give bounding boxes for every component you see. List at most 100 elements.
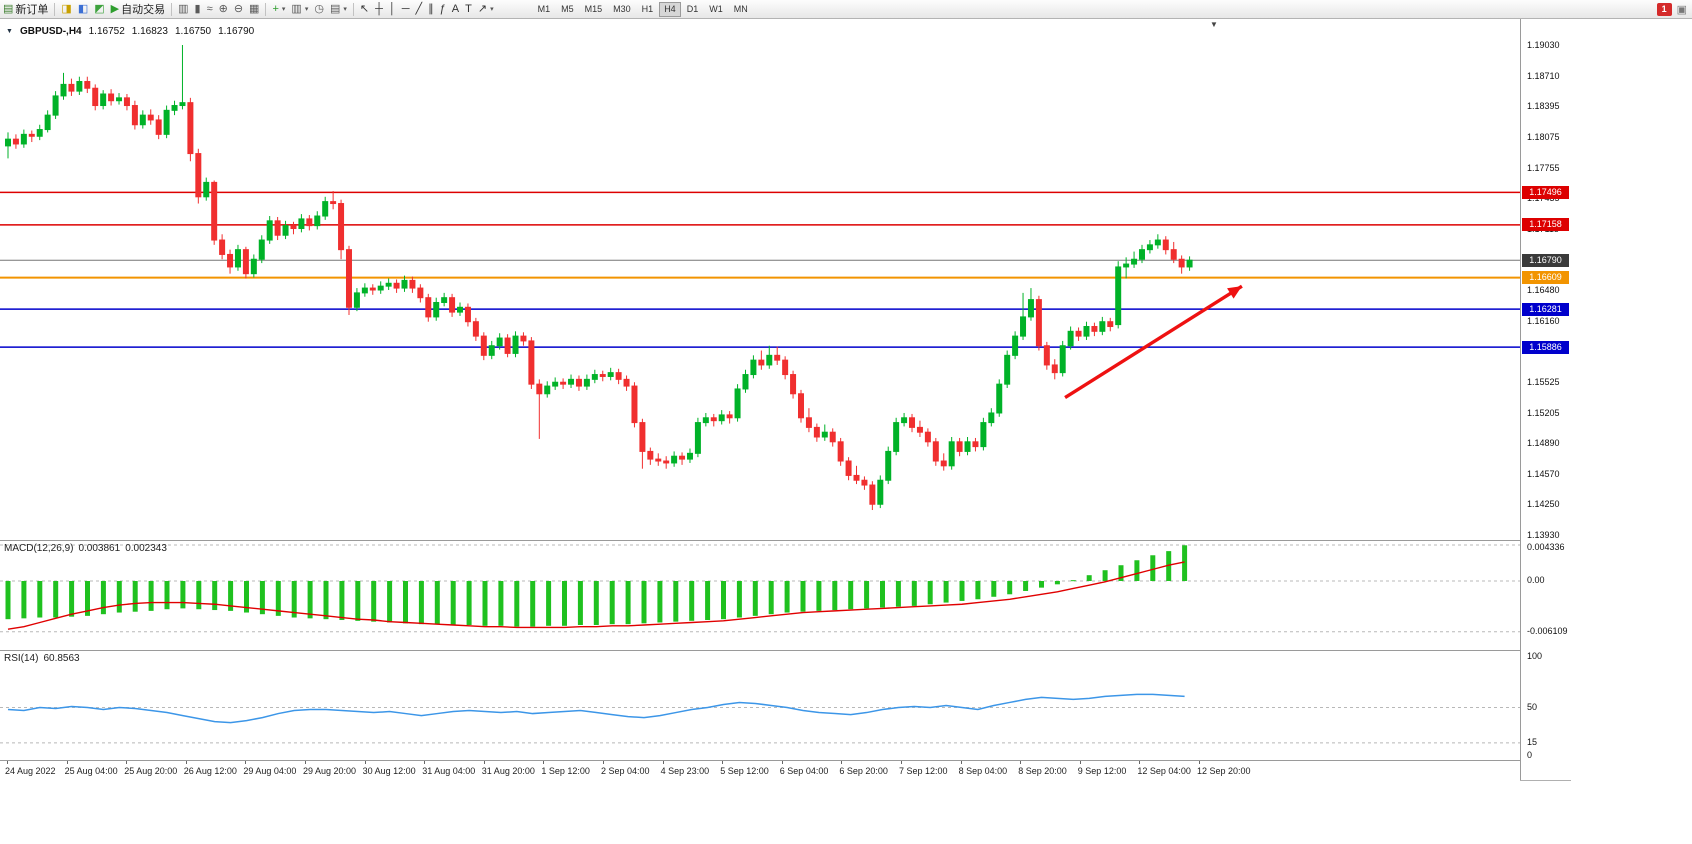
timeframe-button-H4[interactable]: H4 (659, 1, 681, 17)
chevron-down-icon[interactable]: ▾ (343, 6, 347, 13)
price-level-box: 1.17158 (1522, 218, 1569, 232)
zoom-in-icon[interactable]: ⊕ (216, 1, 231, 17)
candle-body (234, 249, 241, 268)
timeframe-button-D1[interactable]: D1 (686, 3, 699, 14)
candle-body (1178, 258, 1185, 268)
chart-window[interactable]: ▼ GBPUSD-,H4 1.16752 1.16823 1.16750 1.1… (0, 18, 1571, 781)
candle-body (266, 220, 273, 241)
macd-pane[interactable]: MACD(12,26,9) 0.003861 0.002343 (0, 540, 1520, 651)
rsi-pane[interactable]: RSI(14) 60.8563 (0, 650, 1520, 761)
candle-body (52, 95, 59, 116)
candle-body (544, 385, 551, 395)
candle-body (988, 412, 995, 424)
open-value: 1.16752 (88, 26, 125, 37)
candle-body (591, 374, 598, 380)
label-icon[interactable]: T (462, 1, 475, 17)
chart-shift-marker[interactable]: ▼ (1210, 20, 1218, 29)
metaeditor-icon[interactable]: ◩ (91, 1, 107, 17)
zoom-out-icon[interactable]: ⊖ (231, 1, 246, 17)
time-tick (781, 761, 783, 764)
templates-icon[interactable]: ▤ ▾ (327, 1, 350, 17)
macd-histogram-bar (848, 581, 854, 610)
bar-chart-icon[interactable]: ▥ (175, 1, 191, 17)
price-tick: 1.15525 (1527, 376, 1560, 387)
rsi-canvas[interactable] (0, 651, 1520, 761)
clock-icon[interactable]: ◷ (311, 1, 327, 17)
macd-histogram-bar (403, 581, 408, 624)
candle-body (171, 105, 178, 111)
trend-arrow[interactable] (1064, 284, 1243, 400)
candle-body (512, 335, 519, 354)
time-axis[interactable]: 24 Aug 2022 25 Aug 04:00 25 Aug 20:00 26 Au… (0, 760, 1520, 781)
timeframe-button-M1[interactable]: M1 (537, 3, 551, 14)
candle-body (568, 378, 575, 385)
timeframe-button-H1[interactable]: H1 (641, 3, 654, 14)
timeframe-button-M15[interactable]: M15 (584, 3, 603, 14)
indicators-icon[interactable]: + ▾ (269, 1, 288, 17)
candle-body (861, 479, 868, 486)
toolbar-separator (171, 2, 173, 16)
timeframe-button-MN[interactable]: MN (733, 3, 748, 14)
rsi-axis-label: 50 (1527, 701, 1538, 712)
time-tick (841, 761, 843, 764)
channel-icon: ∥ (428, 3, 434, 15)
timeframe-button-W1[interactable]: W1 (709, 3, 723, 14)
macd-histogram-bar (387, 581, 393, 623)
price-tick: 1.18710 (1527, 70, 1560, 81)
timeframe-button-M5[interactable]: M5 (561, 3, 574, 14)
time-tick (364, 761, 366, 764)
macd-histogram-bar (307, 581, 313, 619)
time-tick (1139, 761, 1141, 764)
candlestick-chart-icon[interactable]: ▮ (192, 1, 204, 17)
templates-icon: ▤ (329, 3, 341, 15)
price-level-box: 1.16609 (1522, 271, 1569, 285)
notifications-badge[interactable]: 1 (1656, 2, 1672, 16)
terminal-icon[interactable]: ◨ (58, 1, 74, 17)
text-icon[interactable]: A (449, 1, 462, 17)
timeframe-button-M30[interactable]: M30 (613, 3, 631, 14)
new-order-button[interactable]: ▤ 新订单 (0, 1, 51, 17)
arrows-icon[interactable]: ↗ ▾ (475, 1, 497, 17)
periods-icon: ▥ (291, 3, 302, 15)
strategy-tester-icon[interactable]: ◧ (75, 1, 91, 17)
candle-body (361, 287, 368, 294)
fibonacci-icon[interactable]: ƒ (437, 1, 449, 17)
autotrading-button[interactable]: ▶ 自动交易 (108, 1, 168, 17)
cursor-icon[interactable]: ↖ (357, 1, 372, 17)
line-chart-icon[interactable]: ≈ (204, 1, 216, 17)
candle-body (679, 455, 686, 460)
symbol-collapse-icon[interactable]: ▼ (6, 28, 13, 35)
tile-windows-icon[interactable]: ▦ (246, 1, 262, 17)
periods-icon[interactable]: ▥ ▾ (288, 1, 311, 17)
vertical-line-icon[interactable]: │ (386, 1, 399, 17)
price-axis[interactable]: 1.19030 1.18710 1.18395 1.18075 1.17755 1.174… (1520, 18, 1571, 780)
strategy-tester-icon: ◧ (77, 3, 89, 15)
candle-body (345, 249, 352, 308)
time-tick (1079, 761, 1081, 764)
crosshair-icon[interactable]: ┼ (372, 1, 386, 17)
macd-histogram-bar (752, 581, 758, 616)
candle-body (758, 359, 765, 366)
candle-body (909, 417, 916, 428)
chevron-down-icon[interactable]: ▾ (490, 6, 494, 13)
candle-body (496, 337, 503, 347)
trendline-icon[interactable]: ╱ (413, 1, 426, 17)
chevron-down-icon[interactable]: ▾ (281, 6, 286, 13)
macd-histogram-bar (1150, 555, 1156, 581)
chevron-down-icon[interactable]: ▾ (304, 6, 309, 13)
candle-body (1012, 335, 1019, 356)
horizontal-line-icon[interactable]: ─ (399, 1, 413, 17)
price-chart-canvas[interactable] (0, 18, 1520, 540)
candle-body (488, 345, 495, 356)
candle-body (203, 181, 210, 198)
chart-ohlc-header: ▼ GBPUSD-,H4 1.16752 1.16823 1.16750 1.1… (6, 26, 254, 37)
time-label: 8 Sep 04:00 (958, 766, 1008, 776)
panel-toggle-icon[interactable]: ▣ (1676, 3, 1687, 16)
candle-body (480, 335, 487, 356)
channel-icon[interactable]: ∥ (425, 1, 437, 17)
candle-body (68, 83, 75, 92)
candle-body (853, 474, 860, 481)
candle-body (790, 374, 797, 395)
line-chart-icon: ≈ (206, 3, 213, 15)
macd-canvas[interactable] (0, 541, 1520, 651)
